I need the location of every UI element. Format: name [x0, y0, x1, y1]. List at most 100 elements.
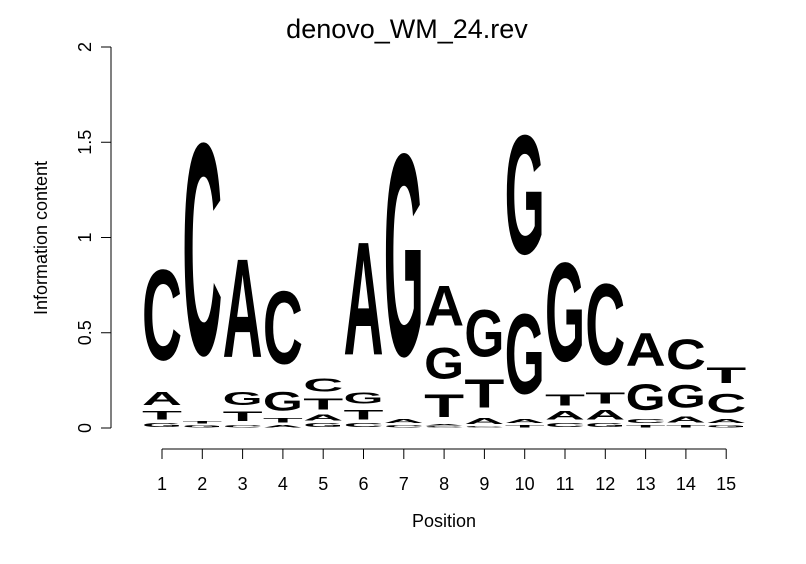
- logo-letter-C: C: [585, 261, 625, 390]
- logo-letter-T: T: [142, 409, 182, 422]
- logo-letter-G: G: [706, 424, 746, 428]
- logo-letter-A: A: [424, 274, 464, 338]
- x-tick-label: 6: [358, 474, 368, 494]
- logo-letter-T: T: [223, 409, 263, 424]
- logo-letter-C: C: [223, 424, 263, 428]
- x-tick-label: 10: [515, 474, 535, 494]
- logo-letter-G: G: [384, 94, 424, 417]
- logo-letter-T: T: [505, 424, 545, 428]
- logo-letter-G: G: [303, 422, 343, 428]
- logo-letter-A: A: [626, 323, 666, 376]
- logo-letter-C: C: [626, 419, 666, 425]
- logo-letter-A: A: [142, 388, 182, 409]
- y-tick-label: 1.5: [75, 130, 95, 155]
- logo-letter-A: A: [344, 209, 384, 390]
- logo-letter-G: G: [142, 422, 182, 428]
- logo-letter-T: T: [666, 424, 706, 428]
- x-tick-label: 12: [595, 474, 615, 494]
- logo-letter-C: C: [142, 244, 182, 388]
- x-tick-label: 11: [556, 474, 575, 494]
- logo-letter-A: A: [263, 424, 303, 428]
- x-tick-label: 5: [318, 474, 328, 494]
- logo-letter-T: T: [626, 424, 666, 428]
- y-tick-label: 0.5: [75, 320, 95, 345]
- logo-letter-G: G: [505, 290, 545, 418]
- logo-letter-A: A: [585, 407, 625, 423]
- logo-letter-A: A: [706, 419, 746, 425]
- logo-letter-T: T: [424, 388, 464, 424]
- x-axis: 1 2 3 4 5 6 7 8 9 10 11 12 13 14 15: [157, 448, 736, 494]
- logo-letter-T: T: [344, 407, 384, 422]
- logo-letter-C: C: [545, 422, 585, 428]
- logo-letter-T: T: [464, 371, 504, 417]
- logo-letter-A: A: [464, 417, 504, 426]
- logo-letter-A: A: [666, 415, 706, 424]
- x-tick-label: 3: [238, 474, 248, 494]
- logo-letter-C: C: [666, 331, 706, 378]
- logo-letter-T: T: [706, 364, 746, 388]
- stack-position-7: CAG: [384, 94, 424, 428]
- y-axis-label: Information content: [31, 161, 51, 315]
- logo-letter-A: A: [545, 409, 585, 422]
- logo-letter-G: G: [182, 424, 222, 428]
- logo-letter-G: G: [424, 340, 464, 389]
- logo-letter-A: A: [424, 424, 464, 426]
- chart-title: denovo_WM_24.rev: [286, 14, 528, 44]
- logo-letter-A: A: [384, 419, 424, 425]
- x-tick-label: 14: [676, 474, 696, 494]
- logo-letter-T: T: [182, 420, 222, 424]
- y-axis: 0 0.5 1 1.5 2: [75, 42, 112, 433]
- logo-letter-G: G: [505, 99, 545, 290]
- logo-letter-A: A: [303, 413, 343, 422]
- logo-letter-G: G: [545, 233, 585, 391]
- logo-letter-G: G: [585, 422, 625, 428]
- logo-letter-A: A: [505, 419, 545, 425]
- y-tick-label: 2: [75, 42, 95, 52]
- y-tick-label: 1: [75, 232, 95, 242]
- x-tick-label: 13: [636, 474, 656, 494]
- x-axis-label: Position: [412, 511, 476, 531]
- logo-letter-G: G: [666, 379, 706, 415]
- logo-letter-C: C: [263, 270, 303, 386]
- logo-letter-C: C: [384, 424, 424, 428]
- logo-letter-T: T: [545, 392, 585, 409]
- logo-letter-C: C: [464, 426, 504, 428]
- x-tick-label: 7: [399, 474, 409, 494]
- x-tick-label: 15: [716, 474, 736, 494]
- logo-letter-C: C: [303, 375, 343, 396]
- logo-letter-T: T: [585, 390, 625, 407]
- x-tick-label: 1: [157, 474, 167, 494]
- y-tick-label: 0: [75, 423, 95, 433]
- logo-letter-A: A: [223, 229, 263, 387]
- logo-letter-G: G: [263, 386, 303, 416]
- logo-letter-C: C: [424, 426, 464, 428]
- x-tick-label: 2: [197, 474, 207, 494]
- letter-stacks: GTACGTCCTGAATGCGATCCTGACAGCATGACATGTAGGC…: [142, 81, 746, 428]
- logo-letter-G: G: [344, 390, 384, 407]
- logo-letter-G: G: [464, 296, 504, 371]
- logo-letter-C: C: [706, 389, 746, 419]
- logo-letter-G: G: [626, 376, 666, 418]
- logo-letter-T: T: [303, 396, 343, 413]
- x-tick-label: 9: [479, 474, 489, 494]
- logo-letter-G: G: [223, 388, 263, 409]
- x-tick-label: 4: [278, 474, 288, 494]
- logo-letter-C: C: [343, 422, 383, 428]
- logo-letter-C: C: [182, 81, 222, 419]
- x-tick-label: 8: [439, 474, 449, 494]
